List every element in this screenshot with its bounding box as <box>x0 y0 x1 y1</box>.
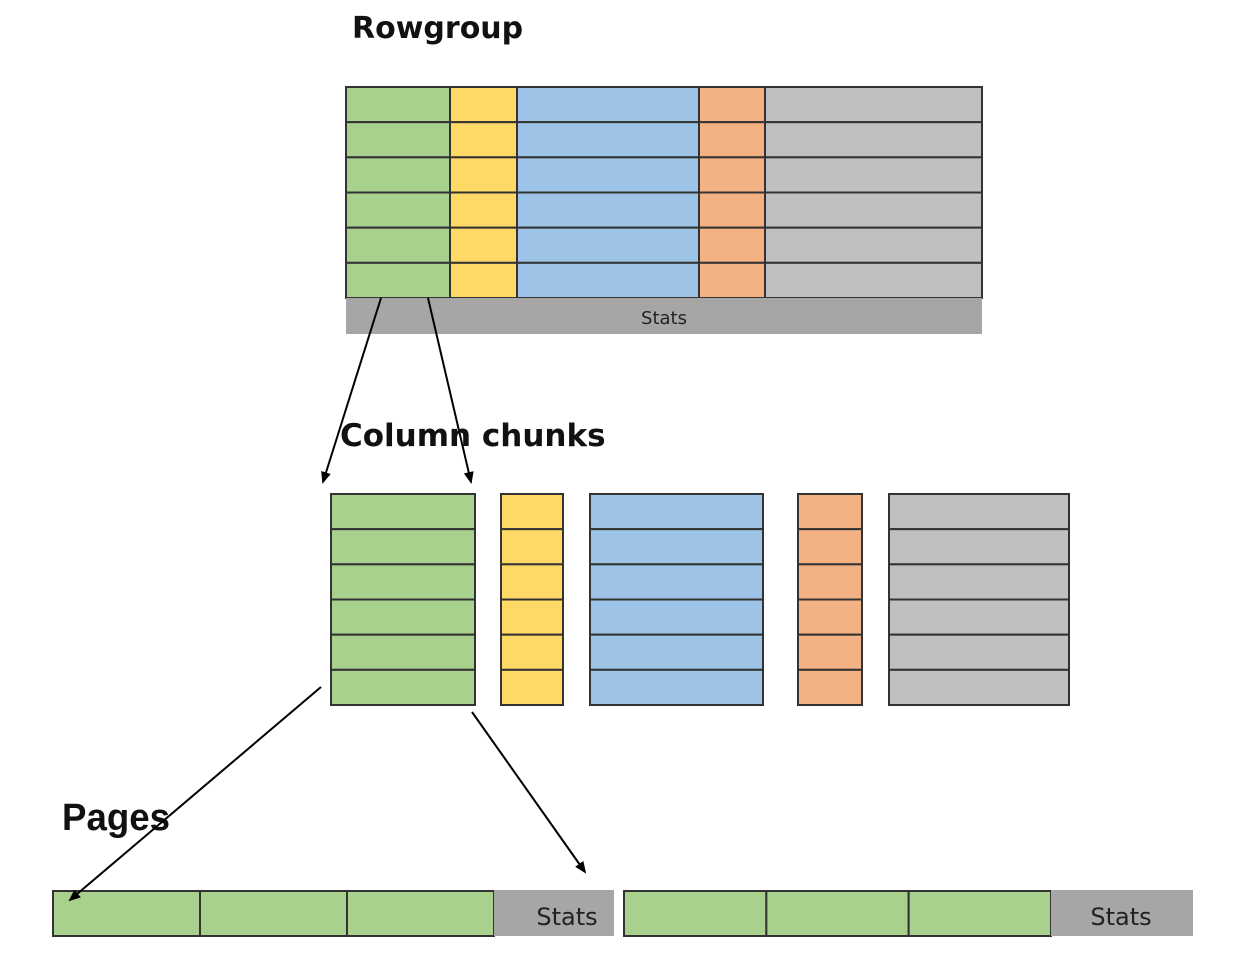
page-1-2 <box>199 890 348 937</box>
rowgroup-cell-green <box>345 261 451 300</box>
rowgroup-cell-yellow <box>449 261 518 300</box>
column-chunk-yellow-row <box>500 633 564 671</box>
rowgroup-cell-yellow <box>449 191 518 229</box>
page-1-3 <box>346 890 495 937</box>
pages-stats-label-2: Stats <box>1090 903 1151 931</box>
rowgroup-cell-green <box>345 226 451 264</box>
column-chunk-yellow-row <box>500 668 564 706</box>
column-chunk-yellow-row <box>500 528 564 566</box>
rowgroup-cell-blue <box>516 261 700 300</box>
arrow-chunk-to-pages-left <box>68 686 322 902</box>
column-chunk-blue-row <box>589 633 764 671</box>
pages-stats-block-2 <box>1051 890 1193 936</box>
column-chunk-yellow-row <box>500 493 564 531</box>
column-chunk-green-row <box>330 563 476 601</box>
rowgroup-cell-yellow <box>449 121 518 159</box>
arrow-chunk-to-pages-right <box>471 711 587 874</box>
pages-stats-label-1: Stats <box>536 903 597 931</box>
column-chunk-orange-row <box>797 563 863 601</box>
column-chunk-blue-row <box>589 598 764 636</box>
pages-heading: Pages <box>62 797 170 839</box>
column-chunk-blue-row <box>589 493 764 531</box>
column-chunk-orange-row <box>797 493 863 531</box>
rowgroup-cell-orange <box>698 156 766 194</box>
column-chunk-blue-row <box>589 563 764 601</box>
page-2-2 <box>765 890 910 937</box>
rowgroup-cell-orange <box>698 121 766 159</box>
rowgroup-cell-orange <box>698 191 766 229</box>
rowgroup-cell-green <box>345 191 451 229</box>
column-chunk-gray-row <box>888 633 1070 671</box>
rowgroup-cell-blue <box>516 121 700 159</box>
column-chunk-green-row <box>330 493 476 531</box>
column-chunk-yellow-row <box>500 598 564 636</box>
pages-group <box>52 890 1193 937</box>
rowgroup-cell-blue <box>516 86 700 124</box>
column-chunk-blue-row <box>589 528 764 566</box>
rowgroup-cell-green <box>345 156 451 194</box>
rowgroup-cell-blue <box>516 226 700 264</box>
arrow-rowgroup-to-chunk-left <box>321 297 382 484</box>
rowgroup-cell-gray <box>764 121 983 159</box>
pages-stats-block-1 <box>494 890 614 936</box>
rowgroup-cell-blue <box>516 191 700 229</box>
column-chunk-green-row <box>330 528 476 566</box>
rowgroup-cell-orange <box>698 226 766 264</box>
rowgroup-cell-green <box>345 86 451 124</box>
rowgroup-cell-orange <box>698 86 766 124</box>
column-chunk-gray-row <box>888 563 1070 601</box>
rowgroup-cell-yellow <box>449 86 518 124</box>
rowgroup-cell-yellow <box>449 156 518 194</box>
page-1-1 <box>52 890 201 937</box>
rowgroup-heading: Rowgroup <box>352 11 523 46</box>
rowgroup-cell-blue <box>516 156 700 194</box>
column-chunks-heading: Column chunks <box>340 418 606 454</box>
rowgroup-stats-bar <box>346 298 982 334</box>
page-2-3 <box>907 890 1053 937</box>
arrow-rowgroup-to-chunk-right <box>427 297 474 484</box>
rowgroup-cell-gray <box>764 191 983 229</box>
column-chunk-gray-row <box>888 493 1070 531</box>
column-chunk-yellow-row <box>500 563 564 601</box>
column-chunk-gray-row <box>888 668 1070 706</box>
column-chunk-orange-row <box>797 668 863 706</box>
column-chunk-orange-row <box>797 633 863 671</box>
page-2-1 <box>623 890 768 937</box>
column-chunk-orange-row <box>797 598 863 636</box>
rowgroup-cell-green <box>345 121 451 159</box>
rowgroup-block <box>345 86 983 300</box>
column-chunk-gray-row <box>888 598 1070 636</box>
rowgroup-cell-gray <box>764 156 983 194</box>
rowgroup-cell-gray <box>764 86 983 124</box>
rowgroup-cell-orange <box>698 261 766 300</box>
column-chunk-green-row <box>330 598 476 636</box>
rowgroup-cell-yellow <box>449 226 518 264</box>
column-chunk-green-row <box>330 633 476 671</box>
column-chunk-orange-row <box>797 528 863 566</box>
rowgroup-stats-label: Stats <box>641 308 687 329</box>
rowgroup-cell-gray <box>764 261 983 300</box>
column-chunk-green-row <box>330 668 476 706</box>
column-chunk-gray-row <box>888 528 1070 566</box>
column-chunk-blue-row <box>589 668 764 706</box>
column-chunks-group <box>330 493 1070 706</box>
rowgroup-cell-gray <box>764 226 983 264</box>
